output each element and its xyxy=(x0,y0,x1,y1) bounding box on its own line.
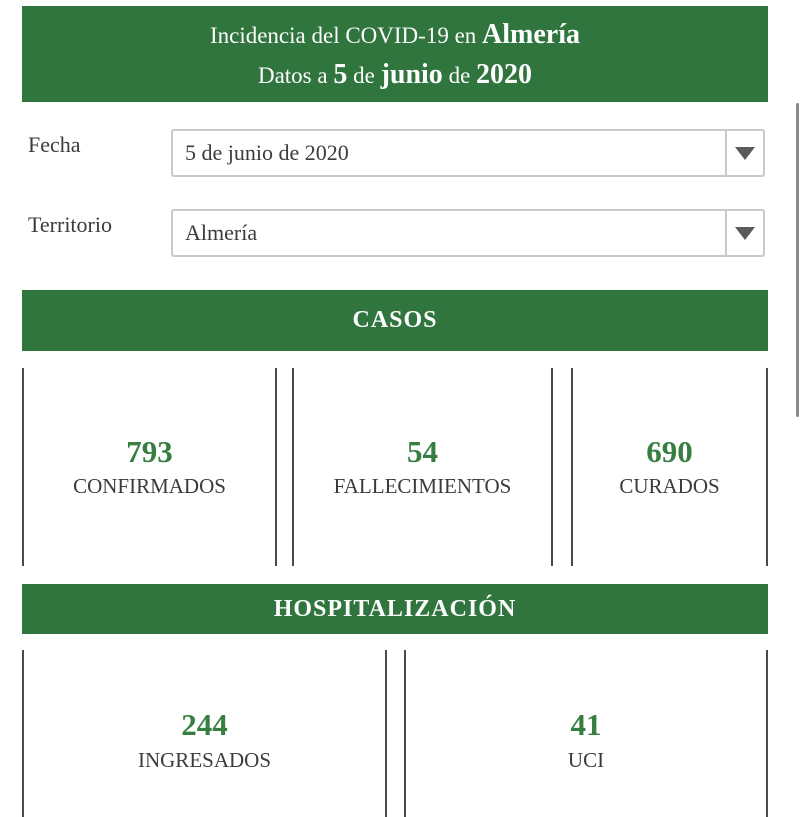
fallecimientos-label: FALLECIMIENTOS xyxy=(333,474,512,499)
page-subtitle: Datos a 5 de junio de 2020 xyxy=(258,57,532,92)
fecha-dropdown-arrow-button[interactable] xyxy=(725,131,763,175)
stat-card-curados: 690 CURADOS xyxy=(571,368,768,566)
page-title-territory: Almería xyxy=(482,18,581,50)
hospitalizacion-cards-row: 244 INGRESADOS 41 UCI xyxy=(22,650,768,817)
header-banner: Incidencia del COVID-19 en Almería Datos… xyxy=(22,6,768,102)
fecha-label: Fecha xyxy=(28,132,81,157)
territorio-dropdown-value: Almería xyxy=(185,220,258,245)
hospitalizacion-section-banner: HOSPITALIZACIÓN xyxy=(22,584,768,634)
territorio-dropdown[interactable]: Almería xyxy=(171,209,765,257)
stat-card-ingresados: 244 INGRESADOS xyxy=(22,650,387,817)
fallecimientos-value: 54 xyxy=(407,433,438,469)
casos-cards-row: 793 CONFIRMADOS 54 FALLECIMIENTOS 690 CU… xyxy=(22,368,768,566)
confirmados-label: CONFIRMADOS xyxy=(73,474,226,499)
subtitle-sep1: de xyxy=(347,62,381,88)
territorio-dropdown-arrow-button[interactable] xyxy=(725,211,763,255)
uci-label: UCI xyxy=(567,747,605,772)
uci-value: 41 xyxy=(570,707,602,743)
confirmados-value: 793 xyxy=(126,433,173,469)
fecha-dropdown-value: 5 de junio de 2020 xyxy=(185,140,349,165)
chevron-down-icon xyxy=(735,146,755,160)
curados-value: 690 xyxy=(646,433,693,469)
ingresados-value: 244 xyxy=(181,707,228,743)
page-title-prefix: Incidencia del COVID-19 en xyxy=(209,22,483,48)
hospitalizacion-section-title: HOSPITALIZACIÓN xyxy=(273,595,517,622)
subtitle-sep2: de xyxy=(442,62,477,88)
stat-card-confirmados: 793 CONFIRMADOS xyxy=(22,368,277,566)
ingresados-label: INGRESADOS xyxy=(137,747,271,772)
vertical-scrollbar-thumb[interactable] xyxy=(796,103,799,417)
stat-card-uci: 41 UCI xyxy=(404,650,768,817)
page-title: Incidencia del COVID-19 en Almería xyxy=(210,17,580,52)
subtitle-day: 5 xyxy=(333,58,348,90)
casos-section-banner: CASOS xyxy=(22,290,768,351)
curados-label: CURADOS xyxy=(619,474,720,499)
territorio-label: Territorio xyxy=(28,212,112,237)
fecha-dropdown[interactable]: 5 de junio de 2020 xyxy=(171,129,765,177)
subtitle-month: junio xyxy=(380,58,443,90)
casos-section-title: CASOS xyxy=(352,307,438,333)
stat-card-fallecimientos: 54 FALLECIMIENTOS xyxy=(292,368,553,566)
subtitle-prefix: Datos a xyxy=(257,62,334,88)
chevron-down-icon xyxy=(735,226,755,240)
subtitle-year: 2020 xyxy=(476,58,533,90)
